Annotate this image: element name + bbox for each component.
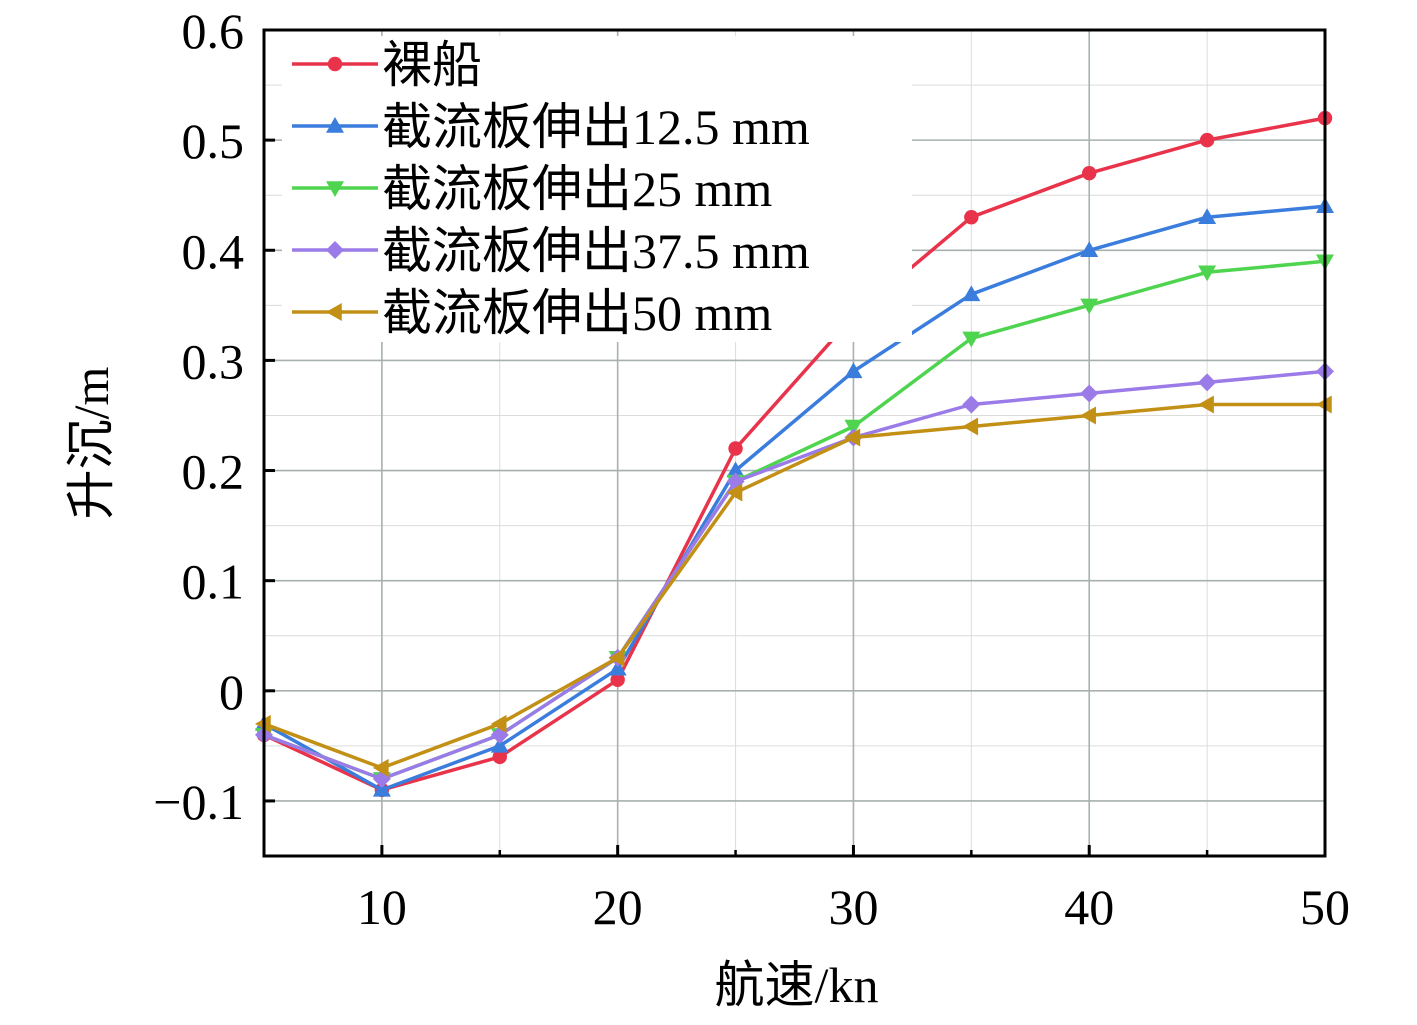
series-line bbox=[263, 116, 1326, 792]
y-tick-label: 0.1 bbox=[182, 554, 245, 610]
data-point bbox=[962, 417, 979, 436]
data-point bbox=[492, 749, 507, 765]
series-line bbox=[263, 369, 1326, 781]
data-point bbox=[490, 736, 509, 753]
legend-item: 截流板伸出50 mm bbox=[292, 285, 772, 341]
y-tick-label: 0 bbox=[219, 664, 244, 720]
series bbox=[255, 362, 1334, 788]
data-point bbox=[1198, 208, 1217, 224]
data-point bbox=[1198, 395, 1214, 414]
series-line bbox=[263, 402, 1325, 770]
data-point bbox=[608, 648, 625, 667]
series bbox=[255, 395, 1332, 777]
series bbox=[255, 197, 1334, 797]
data-point bbox=[844, 362, 863, 379]
legend-label: 截流板伸出12.5 mm bbox=[382, 99, 810, 155]
y-tick-label: 0.5 bbox=[182, 113, 245, 169]
x-tick-label: 10 bbox=[357, 879, 407, 935]
data-point bbox=[326, 181, 344, 197]
plot-frame bbox=[262, 28, 1327, 858]
data-point bbox=[608, 659, 627, 676]
data-point bbox=[962, 395, 981, 414]
y-tick-label: −0.1 bbox=[153, 774, 244, 830]
data-point bbox=[1080, 406, 1096, 425]
data-point bbox=[1198, 373, 1217, 392]
data-point bbox=[326, 303, 342, 321]
legend-item: 截流板伸出12.5 mm bbox=[292, 99, 810, 155]
data-point bbox=[1080, 241, 1099, 258]
y-tick-label: 0.6 bbox=[182, 3, 245, 59]
legend-label: 截流板伸出50 mm bbox=[382, 285, 772, 341]
data-point bbox=[726, 461, 745, 478]
data-point bbox=[1199, 132, 1215, 148]
tick-labels: −0.1 0 0.1 0.2 0.3 0.4 0.5 0.6 10 20 30 40 50 bbox=[153, 3, 1350, 935]
data-point bbox=[490, 714, 507, 733]
series-line bbox=[263, 204, 1326, 792]
x-tick-label: 20 bbox=[593, 879, 643, 935]
data-point bbox=[1082, 165, 1097, 181]
legend-item: 截流板伸出25 mm bbox=[292, 161, 772, 217]
series-layer bbox=[255, 110, 1334, 798]
x-tick-label: 50 bbox=[1300, 879, 1350, 935]
y-tick-label: 0.4 bbox=[182, 223, 245, 279]
data-point bbox=[326, 241, 344, 259]
data-point bbox=[726, 483, 743, 502]
data-point bbox=[844, 428, 861, 447]
data-point bbox=[610, 672, 625, 687]
x-tick-label: 40 bbox=[1064, 879, 1114, 935]
data-point bbox=[1198, 265, 1217, 282]
legend-item: 截流板伸出37.5 mm bbox=[292, 223, 810, 279]
data-point bbox=[728, 441, 743, 456]
data-point bbox=[372, 758, 389, 777]
data-point bbox=[962, 285, 981, 302]
legend-item: 裸船 bbox=[292, 37, 482, 93]
data-point bbox=[1080, 298, 1099, 315]
y-tick-label: 0.3 bbox=[182, 333, 245, 389]
data-point bbox=[844, 419, 863, 436]
axis-ticks bbox=[264, 28, 1327, 856]
legend-label: 裸船 bbox=[382, 37, 482, 93]
y-axis-label: 升沉/m bbox=[63, 367, 119, 520]
data-point bbox=[327, 56, 343, 72]
x-axis-label: 航速/kn bbox=[715, 957, 879, 1013]
data-point bbox=[962, 331, 981, 348]
data-point bbox=[964, 210, 979, 225]
y-tick-label: 0.2 bbox=[182, 444, 245, 500]
legend-label: 截流板伸出37.5 mm bbox=[382, 223, 810, 279]
data-point bbox=[326, 117, 344, 133]
legend-background bbox=[282, 36, 912, 342]
legend-label: 截流板伸出25 mm bbox=[382, 161, 772, 217]
data-point bbox=[1080, 384, 1099, 403]
data-point bbox=[372, 780, 391, 797]
x-tick-label: 30 bbox=[828, 879, 878, 935]
